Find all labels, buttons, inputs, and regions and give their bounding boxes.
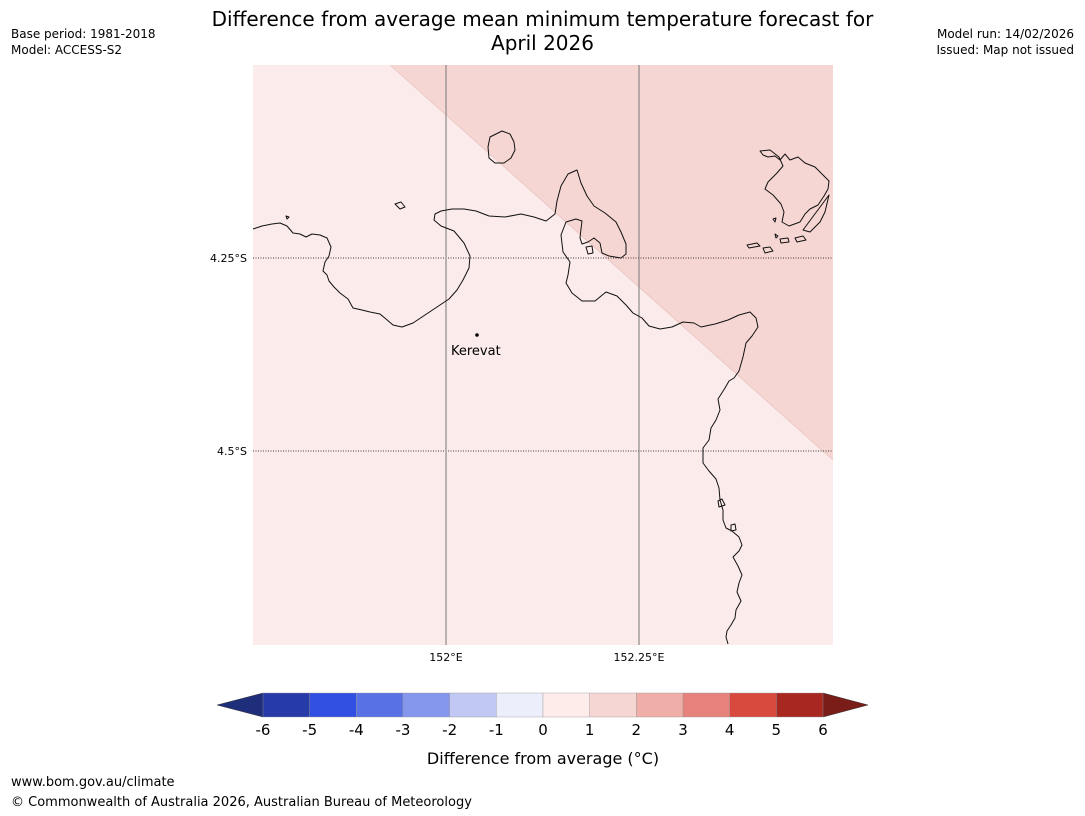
model-name: Model: ACCESS-S2: [11, 43, 123, 57]
colorbar-label: Difference from average (°C): [427, 749, 659, 768]
islet-north-dot: [285, 215, 290, 220]
map-svg: Kerevat 4.25°S 4.5°S 152°E 152.25°E: [210, 64, 834, 664]
footer-copyright: © Commonwealth of Australia 2026, Austra…: [11, 795, 472, 810]
colorbar-swatch: [262, 692, 310, 718]
islet-ne-a: [772, 217, 777, 223]
latitude-label-4-25: 4.25°S: [210, 252, 247, 265]
colorbar-tick-label: -1: [489, 721, 504, 739]
islet-ne-c: [762, 246, 774, 254]
colorbar-swatch: [636, 692, 684, 718]
island-new-ireland: [759, 149, 830, 227]
colorbar-tick-label: -2: [442, 721, 457, 739]
colorbar-over-arrow: [822, 692, 869, 718]
latitude-label-4-5: 4.5°S: [217, 445, 247, 458]
coastline-main: [252, 169, 759, 645]
islet-west: [394, 201, 406, 210]
colorbar-swatch: [309, 692, 357, 718]
colorbar-tick-label: 4: [725, 721, 735, 739]
islet-south-b: [730, 523, 737, 532]
colorbar-swatch: [496, 692, 544, 718]
colorbar-swatch: [402, 692, 450, 718]
colorbar-ticks: -6 -5 -4 -3 -2 -1 0 1 2 3 4 5 6: [256, 721, 828, 739]
islet-ne-b: [746, 242, 761, 249]
colorbar-swatch: [356, 692, 404, 718]
place-label-kerevat: Kerevat: [451, 344, 501, 359]
footer-website: www.bom.gov.au/climate: [11, 775, 175, 790]
issued-status: Issued: Map not issued: [936, 43, 1074, 57]
colorbar-swatch: [449, 692, 497, 718]
colorbar-tick-label: -4: [349, 721, 364, 739]
islet-south-a: [717, 498, 726, 508]
islet-ne-e: [794, 235, 807, 243]
longitude-label-152-25: 152.25°E: [614, 651, 665, 664]
model-run: Model run: 14/02/2026: [936, 27, 1074, 41]
colorbar-swatch: [729, 692, 777, 718]
colorbar-svg: -6 -5 -4 -3 -2 -1 0 1 2 3 4 5 6 Difference from aver…: [216, 692, 869, 768]
colorbar-swatch: [682, 692, 730, 718]
island-small-peninsula: [585, 245, 594, 255]
header-left: Base period: 1981-2018 Model: ACCESS-S2: [11, 26, 156, 58]
longitude-label-152: 152°E: [429, 651, 462, 664]
map-title: Difference from average mean minimum tem…: [180, 7, 905, 55]
colorbar: -6 -5 -4 -3 -2 -1 0 1 2 3 4 5 6 Difference from aver…: [0, 690, 1085, 770]
colorbar-swatch: [542, 692, 590, 718]
colorbar-tick-label: -5: [302, 721, 317, 739]
islet-ne-f: [774, 233, 779, 239]
colorbar-tick-label: 6: [818, 721, 828, 739]
coastline: [252, 130, 830, 645]
title-line-1: Difference from average mean minimum tem…: [211, 7, 874, 31]
colorbar-swatches: [262, 692, 824, 718]
island-duke-east: [802, 194, 830, 233]
colorbar-tick-label: 2: [632, 721, 642, 739]
colorbar-tick-label: -6: [256, 721, 271, 739]
colorbar-tick-label: 3: [678, 721, 688, 739]
colorbar-tick-label: -3: [396, 721, 411, 739]
colorbar-tick-label: 5: [772, 721, 782, 739]
island-north: [487, 130, 516, 164]
colorbar-tick-label: 1: [585, 721, 595, 739]
colorbar-swatch: [776, 692, 824, 718]
kerevat-marker-icon: [475, 333, 479, 337]
colorbar-under-arrow: [216, 692, 264, 718]
colorbar-tick-label: 0: [538, 721, 548, 739]
map-area: Kerevat 4.25°S 4.5°S 152°E 152.25°E: [210, 64, 834, 664]
base-period: Base period: 1981-2018: [11, 27, 156, 41]
region-boundary: [389, 64, 834, 461]
colorbar-swatch: [589, 692, 637, 718]
islet-ne-d: [779, 237, 790, 244]
title-line-2: April 2026: [491, 31, 594, 55]
header-right: Model run: 14/02/2026 Issued: Map not is…: [936, 26, 1074, 58]
